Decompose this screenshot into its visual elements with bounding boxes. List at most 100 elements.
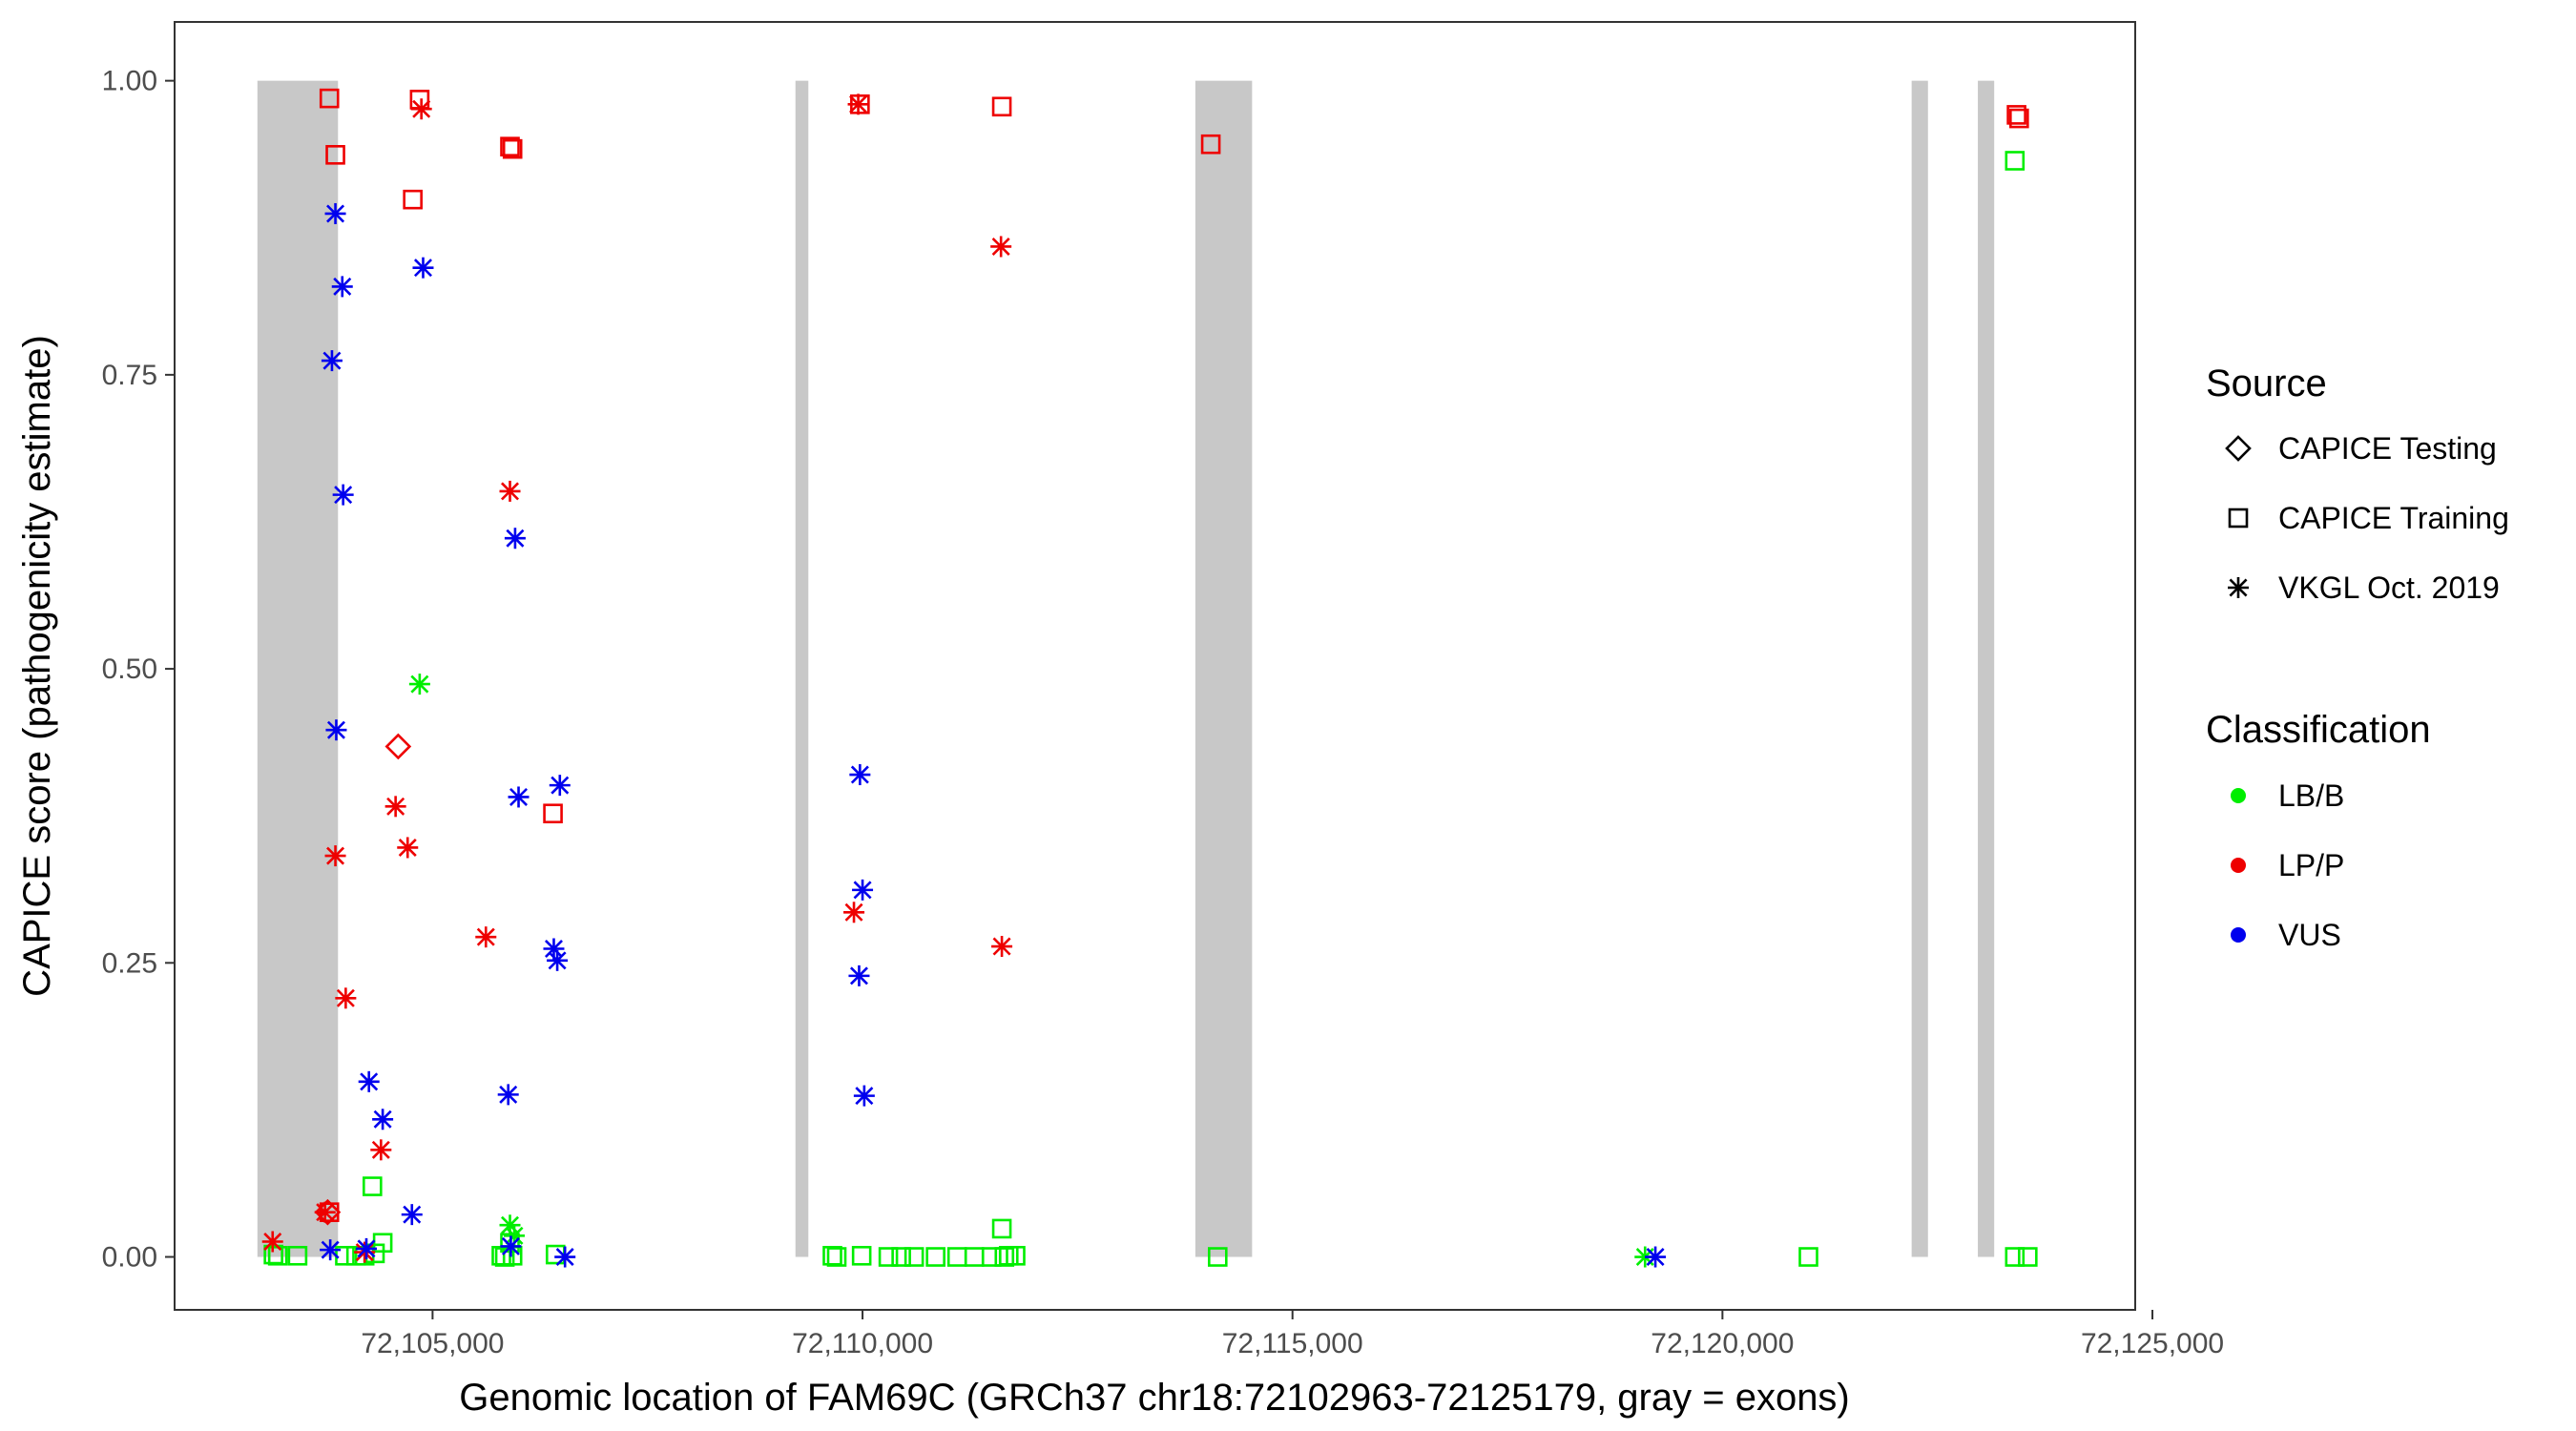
asterisk-point-lpp [384, 796, 406, 818]
asterisk-point-lpp [843, 902, 865, 923]
data-points [261, 88, 2038, 1268]
exon-bands [257, 80, 1995, 1257]
asterisk-point-lpp [397, 837, 419, 859]
legend: Source Classification CAPICE Testing CAPI… [2206, 363, 2509, 952]
asterisk-point-vus [497, 1084, 519, 1106]
asterisk-point-vus [355, 1237, 377, 1259]
asterisk-point-vus [331, 276, 353, 298]
asterisk-point-vus [372, 1109, 394, 1130]
asterisk-point-lpp [475, 926, 497, 948]
legend-key-dot [2231, 858, 2246, 873]
asterisk-point-vus [412, 257, 434, 279]
asterisk-point-vus [549, 775, 571, 797]
legend-key-dot [2231, 927, 2246, 943]
square-point-lbb [2018, 1247, 2038, 1267]
x-tick-label: 72,125,000 [2081, 1328, 2224, 1359]
asterisk-point-vus [320, 1239, 342, 1261]
asterisk-point-vus [358, 1070, 380, 1092]
legend-classification-title: Classification [2206, 709, 2431, 751]
square-point-lbb [287, 1245, 308, 1266]
asterisk-point-lpp [990, 236, 1012, 258]
asterisk-point-lpp [991, 936, 1013, 958]
square-point-lbb [826, 1247, 847, 1267]
asterisk-point-vus [508, 786, 530, 808]
square-point-lpp [2009, 108, 2029, 129]
square-point-lbb [1006, 1245, 1026, 1266]
legend-key-dot [2231, 788, 2246, 803]
plot-panel-border [174, 21, 2136, 1311]
legend-key-diamond [2225, 435, 2252, 462]
x-axis-title: Genomic location of FAM69C (GRCh37 chr18… [459, 1377, 1850, 1419]
x-axis: 72,105,000 72,110,000 72,115,000 72,120,000… [361, 1310, 2224, 1359]
square-point-lpp [319, 88, 340, 109]
asterisk-point-vus [504, 528, 526, 550]
square-point-lbb [851, 1245, 872, 1266]
asterisk-point-lpp [847, 93, 869, 115]
square-point-lbb [2005, 151, 2025, 171]
asterisk-point-vus [332, 484, 354, 506]
legend-class-label: VUS [2278, 918, 2341, 952]
asterisk-point-lpp [370, 1139, 392, 1161]
y-tick-label: 0.00 [102, 1242, 157, 1274]
asterisk-point-vus [325, 719, 347, 741]
asterisk-point-vus [324, 202, 346, 224]
square-point-lbb [363, 1176, 383, 1196]
legend-class-label: LB/B [2278, 778, 2344, 813]
exon-band [1195, 80, 1253, 1257]
legend-source-title: Source [2206, 363, 2327, 404]
asterisk-point-lpp [410, 98, 432, 120]
asterisk-point-vus [852, 879, 874, 901]
square-point-lbb [891, 1247, 911, 1267]
asterisk-point-vus [500, 1235, 522, 1257]
square-point-lbb [991, 1218, 1012, 1239]
square-point-lpp [991, 96, 1012, 117]
y-tick-label: 0.50 [102, 653, 157, 685]
asterisk-point-lpp [335, 987, 357, 1009]
square-point-lpp [2006, 105, 2026, 125]
asterisk-point-vus [321, 350, 343, 372]
square-point-lpp [500, 136, 520, 156]
legend-source-label: VKGL Oct. 2019 [2278, 570, 2500, 605]
asterisk-point-vus [554, 1246, 576, 1268]
legend-key-asterisk [2228, 577, 2249, 598]
asterisk-point-lpp [324, 845, 346, 867]
x-tick-label: 72,110,000 [792, 1328, 933, 1359]
square-point-lbb [372, 1233, 393, 1254]
asterisk-point-lpp [354, 1241, 376, 1263]
square-point-lpp [403, 189, 423, 210]
square-point-lbb [1798, 1247, 1818, 1267]
y-tick-label: 0.75 [102, 360, 157, 391]
square-point-lpp [502, 138, 523, 159]
y-tick-label: 0.25 [102, 947, 157, 979]
square-point-lbb [904, 1247, 924, 1267]
asterisk-point-vus [849, 764, 871, 786]
asterisk-point-vus [853, 1085, 875, 1107]
legend-source-label: CAPICE Testing [2278, 431, 2497, 466]
y-axis: 0.00 0.25 0.50 0.75 1.00 [102, 66, 175, 1274]
asterisk-point-lpp [314, 1201, 336, 1223]
asterisk-point-vus [401, 1204, 423, 1226]
exon-band [257, 80, 339, 1257]
exon-band [1911, 80, 1928, 1257]
legend-source-label: CAPICE Training [2278, 501, 2509, 535]
asterisk-point-lbb [408, 674, 430, 695]
asterisk-point-lpp [261, 1231, 283, 1253]
y-tick-label: 1.00 [102, 66, 157, 97]
square-point-lpp [325, 145, 345, 165]
diamond-point-lpp [384, 733, 412, 760]
square-point-lbb [878, 1247, 899, 1267]
asterisk-point-vus [1645, 1246, 1667, 1268]
square-point-lpp [1200, 134, 1221, 155]
square-point-lbb [2005, 1247, 2025, 1267]
x-tick-label: 72,120,000 [1651, 1328, 1794, 1359]
legend-class-label: LP/P [2278, 848, 2344, 882]
x-tick-label: 72,115,000 [1222, 1328, 1363, 1359]
square-point-lbb [1207, 1247, 1228, 1267]
x-tick-label: 72,105,000 [361, 1328, 504, 1359]
asterisk-point-lpp [499, 480, 521, 502]
legend-key-square [2228, 508, 2249, 529]
square-point-lbb [925, 1247, 945, 1267]
exon-band [795, 80, 809, 1257]
